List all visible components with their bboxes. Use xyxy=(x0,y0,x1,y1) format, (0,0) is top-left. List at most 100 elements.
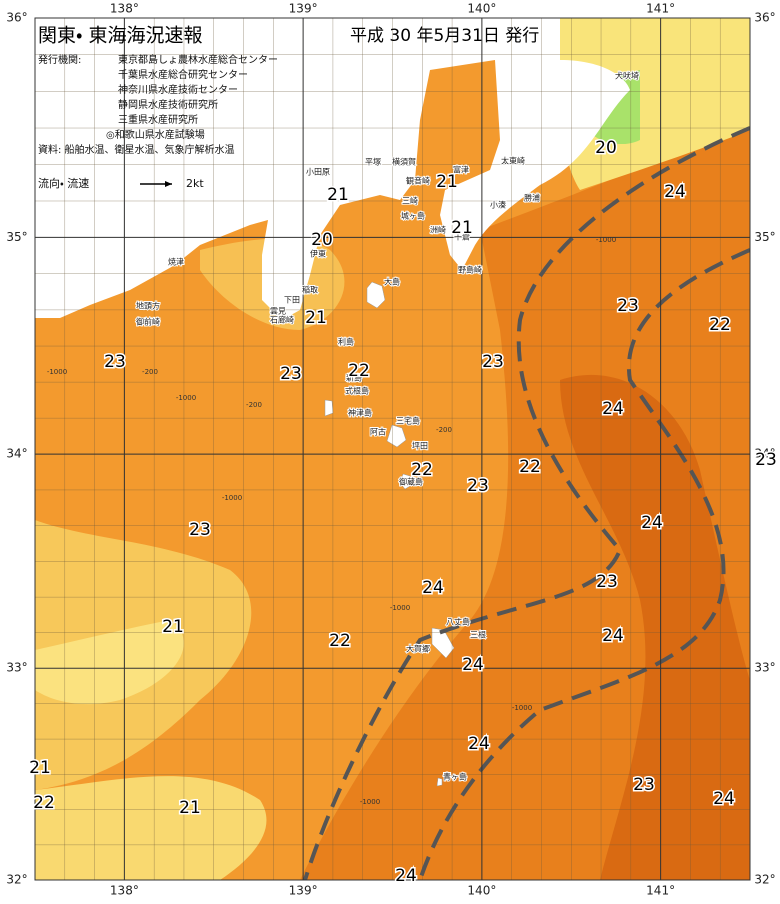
contour-label: 23 xyxy=(596,572,618,592)
contour-label: 21 xyxy=(451,218,473,238)
depth-label: -1000 xyxy=(360,798,380,806)
contour-label: 23 xyxy=(617,296,639,316)
contour-label: 23 xyxy=(633,775,655,795)
contour-label: 21 xyxy=(179,798,201,818)
contour-label: 20 xyxy=(595,138,617,158)
lon-tick-label: 138° xyxy=(110,884,139,898)
place-name: 三崎 xyxy=(402,196,418,206)
place-name: 坪田 xyxy=(412,442,428,451)
agency: 千葉県水産総合研究センター xyxy=(118,68,248,81)
lon-tick-label: 139° xyxy=(289,2,318,16)
place-name: 観音崎 xyxy=(406,176,430,186)
legend-label: 流向・ 流速 xyxy=(38,176,89,190)
contour-label: 24 xyxy=(395,866,417,886)
place-name: 小湊 xyxy=(490,200,506,210)
lat-tick-label: 33° xyxy=(754,661,775,675)
place-name: 野島崎 xyxy=(458,265,482,275)
title: 関東・ 東海海況速報 xyxy=(38,25,203,47)
lon-tick-label: 139° xyxy=(289,884,318,898)
lat-tick-label: 35° xyxy=(754,230,775,244)
kuroshio-axis xyxy=(303,126,750,880)
cool-water xyxy=(35,776,267,880)
lon-tick-label: 140° xyxy=(467,2,496,16)
contour-label: 24 xyxy=(602,399,624,419)
place-name: 式根島 xyxy=(345,386,369,396)
lon-tick-label: 140° xyxy=(467,884,496,898)
place-name: 青ヶ島 xyxy=(443,772,467,782)
legend-arrow-head xyxy=(165,181,172,187)
contour-label: 21 xyxy=(327,185,349,205)
contour-label: 24 xyxy=(713,789,735,809)
contour-label: 23 xyxy=(467,476,489,496)
contour-label: 21 xyxy=(305,308,327,328)
axes: 138° 138° 139° 139° 140° 140° 141° 141° 36° 36° 35… xyxy=(6,2,775,898)
warm-core xyxy=(560,374,750,880)
lat-tick-label: 36° xyxy=(6,11,27,25)
depth-label: -1000 xyxy=(222,494,242,502)
lat-tick-label: 32° xyxy=(754,873,775,887)
place-name: 稲取 xyxy=(302,285,318,295)
place-name: 平塚 xyxy=(365,158,381,167)
lat-tick-label: 34° xyxy=(754,447,775,461)
place-name: 石廊崎 xyxy=(270,315,294,325)
contour-label: 22 xyxy=(411,460,433,480)
depth-label: -200 xyxy=(436,426,452,434)
depth-label: -1000 xyxy=(390,604,410,612)
contour-label: 24 xyxy=(422,578,444,598)
place-name: 御前崎 xyxy=(136,317,160,327)
place-name: 新島 xyxy=(346,373,362,383)
agency: 東京都島しょ農林水産総合センター xyxy=(118,53,278,66)
lon-tick-label: 141° xyxy=(646,884,675,898)
contour-label: 24 xyxy=(641,513,663,533)
data-source: 資料: 船舶水温、衛星水温、気象庁解析水温 xyxy=(38,143,235,156)
contour-label: 20 xyxy=(311,230,333,250)
place-name: 地頭方 xyxy=(136,301,160,311)
lon-tick-label: 138° xyxy=(110,2,139,16)
place-name: 太東崎 xyxy=(501,156,525,166)
depth-label: -1000 xyxy=(596,236,616,244)
place-name: 八丈島 xyxy=(446,617,470,627)
place-name: 大賀郷 xyxy=(406,644,430,654)
place-name: 焼津 xyxy=(168,257,184,267)
place-name: 利島 xyxy=(338,337,354,347)
contour-label: 24 xyxy=(602,626,624,646)
contour-label: 21 xyxy=(436,172,458,192)
contour-label: 23 xyxy=(280,364,302,384)
contour-label: 22 xyxy=(709,315,731,335)
contour-label: 23 xyxy=(755,450,777,470)
contour-label: 21 xyxy=(29,758,51,778)
contour-label: 23 xyxy=(104,352,126,372)
sea xyxy=(35,18,750,880)
depth-label: -1000 xyxy=(512,704,532,712)
place-name: 小田原 xyxy=(306,168,330,177)
depth-label: -1000 xyxy=(47,368,67,376)
contour-label: 24 xyxy=(462,655,484,675)
depth-label: -1000 xyxy=(176,394,196,402)
agency: ◎和歌山県水産試験場 xyxy=(106,128,205,141)
agency: 神奈川県水産技術センター xyxy=(118,83,238,96)
contour-label: 22 xyxy=(519,457,541,477)
depth-label: -200 xyxy=(246,401,262,409)
issue-date: 平成 30 年5月31日 発行 xyxy=(350,26,539,46)
contour-label: 24 xyxy=(468,734,490,754)
place-name: 伊東 xyxy=(310,249,326,259)
depth-label: -200 xyxy=(142,368,158,376)
cool-water xyxy=(540,18,750,190)
lat-tick-label: 33° xyxy=(6,661,27,675)
place-name: 富津 xyxy=(453,165,469,175)
lon-tick-label: 141° xyxy=(646,2,675,16)
legend-speed: 2kt xyxy=(186,177,204,190)
lat-tick-label: 35° xyxy=(6,230,27,244)
contour-label: 23 xyxy=(189,520,211,540)
contour-label: 24 xyxy=(664,182,686,202)
place-name: 横須賀 xyxy=(392,157,416,167)
place-name: 三宅島 xyxy=(396,416,420,426)
agencies-label: 発行機関: xyxy=(38,53,81,66)
contour-labels: 21 21 20 21 21 20 24 23 22 23 23 22 23 24 22 23 22 23 24 23… xyxy=(28,137,779,888)
place-name: 雲見 xyxy=(270,307,286,316)
place-name: 洲崎 xyxy=(430,225,446,235)
place-name: 下田 xyxy=(284,296,300,305)
agency: 静岡県水産技術研究所 xyxy=(118,98,218,111)
contour-label: 21 xyxy=(162,617,184,637)
